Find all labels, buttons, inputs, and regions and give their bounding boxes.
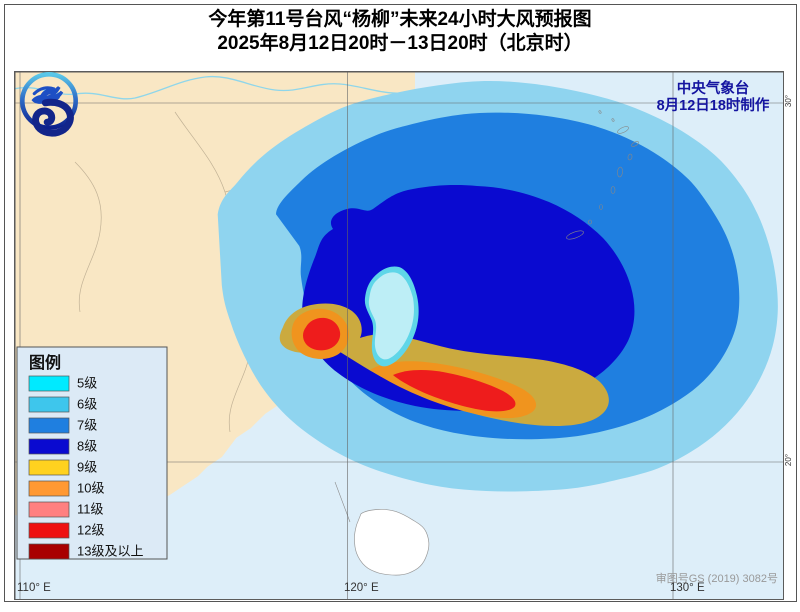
svg-text:8月12日18时制作: 8月12日18时制作 xyxy=(657,96,770,114)
svg-text:9级: 9级 xyxy=(77,460,97,475)
svg-text:5级: 5级 xyxy=(77,376,97,391)
svg-text:120° E: 120° E xyxy=(344,582,379,594)
svg-text:110° E: 110° E xyxy=(17,582,51,594)
svg-text:10级: 10级 xyxy=(77,481,104,496)
svg-text:中央气象台: 中央气象台 xyxy=(677,79,750,97)
svg-text:图例: 图例 xyxy=(29,353,61,372)
svg-text:12级: 12级 xyxy=(77,523,104,538)
svg-text:11级: 11级 xyxy=(77,502,104,517)
svg-text:130° E: 130° E xyxy=(670,582,705,594)
svg-text:7级: 7级 xyxy=(77,418,97,433)
svg-text:6级: 6级 xyxy=(77,397,97,412)
svg-text:8级: 8级 xyxy=(77,439,97,454)
svg-text:13级及以上: 13级及以上 xyxy=(77,544,143,559)
